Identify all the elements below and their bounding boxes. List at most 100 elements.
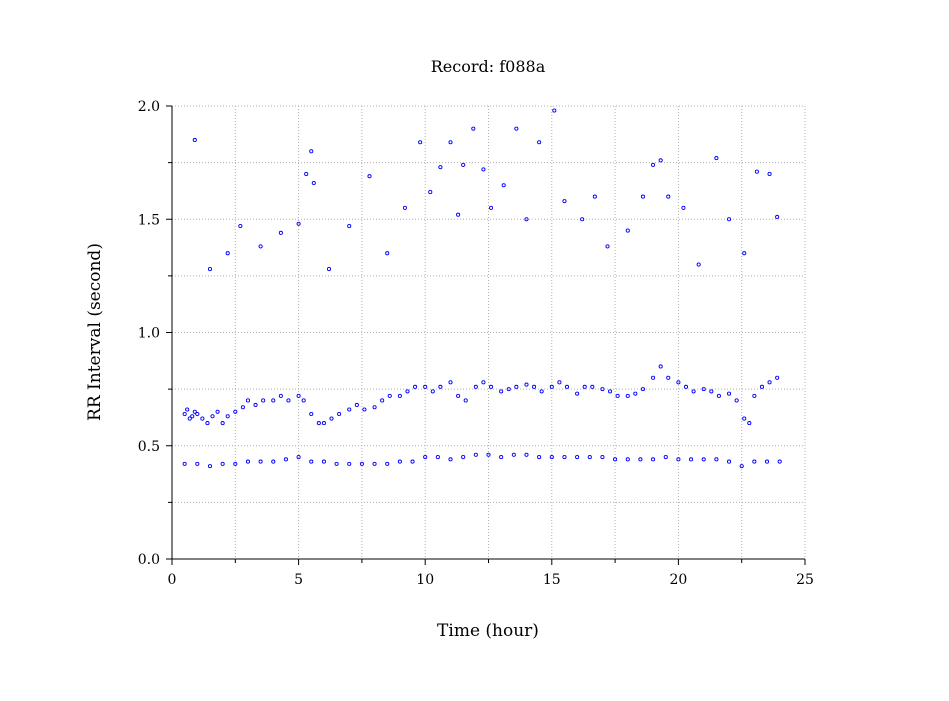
x-tick-label: 0 [168,572,177,588]
data-point [676,457,681,462]
data-point [676,380,681,385]
x-tick-label: 15 [543,572,561,588]
data-point [258,459,263,464]
data-point [461,162,466,167]
data-point [471,126,476,131]
data-point [511,452,516,457]
data-point [739,464,744,469]
data-point [767,171,772,176]
data-point [701,387,706,392]
y-tick-label: 0.0 [138,552,160,568]
data-point [575,391,580,396]
data-point [777,459,782,464]
data-point [200,416,205,421]
data-point [225,414,230,419]
data-point [385,461,390,466]
data-point [600,387,605,392]
data-point [524,217,529,222]
data-point [253,402,258,408]
data-point [271,398,276,403]
data-point [775,214,780,220]
data-point [590,384,595,389]
data-point [506,387,511,392]
data-point [372,405,377,410]
data-point [456,212,461,217]
data-point [651,162,656,167]
data-point [410,459,415,464]
data-point [562,199,567,204]
data-point [192,409,197,414]
data-point [321,421,326,426]
data-point [423,384,428,389]
data-point [714,457,719,462]
data-point [372,461,377,466]
data-point [463,398,468,403]
data-point [397,459,402,464]
data-point [651,457,656,462]
data-point [666,375,671,380]
data-point [580,217,585,222]
data-point [448,140,453,145]
data-point [537,455,542,460]
data-point [549,384,554,389]
y-tick-label: 0.5 [138,439,160,455]
data-point [397,393,402,398]
data-point [354,402,359,408]
data-point [691,389,696,394]
data-point [651,375,656,380]
data-point [258,244,263,249]
data-point [430,389,435,394]
data-point [283,457,288,462]
data-point [587,455,592,460]
y-axis-label: RR Interval (second) [85,243,105,421]
data-point [613,457,618,462]
data-point [640,194,646,199]
x-axis-label: Time (hour) [437,621,539,641]
data-point [296,221,301,226]
data-point [438,384,443,389]
data-point [205,421,210,426]
data-point [742,416,747,421]
data-point [473,384,478,389]
data-point [347,407,352,412]
data-point [582,384,587,389]
data-point [225,251,230,256]
data-point [514,384,519,389]
chart-title: Record: f088a [431,57,546,76]
data-point [418,140,423,145]
data-point [207,267,213,272]
data-point [742,251,747,256]
data-point [663,455,668,460]
data-point [726,217,732,222]
data-point [271,459,276,464]
data-point [321,459,326,464]
data-point [486,452,491,457]
data-point [387,393,392,398]
data-point [564,384,570,389]
data-point [752,459,757,464]
data-point [734,398,739,403]
data-point [309,459,314,464]
data-point [638,457,643,462]
data-point [448,457,453,462]
data-point [182,461,187,466]
data-point [233,409,238,414]
data-point [726,459,732,464]
data-point [182,411,187,417]
data-point [192,137,197,143]
data-point [775,375,780,380]
data-point [347,461,352,466]
data-point [311,180,316,186]
data-point [367,174,372,179]
data-point [499,455,504,460]
data-point [326,267,332,272]
data-point [625,457,630,462]
data-point [438,165,443,170]
data-point [575,455,580,460]
data-point [549,455,554,460]
data-point [701,457,706,462]
data-point [220,421,225,426]
data-point [754,169,759,174]
